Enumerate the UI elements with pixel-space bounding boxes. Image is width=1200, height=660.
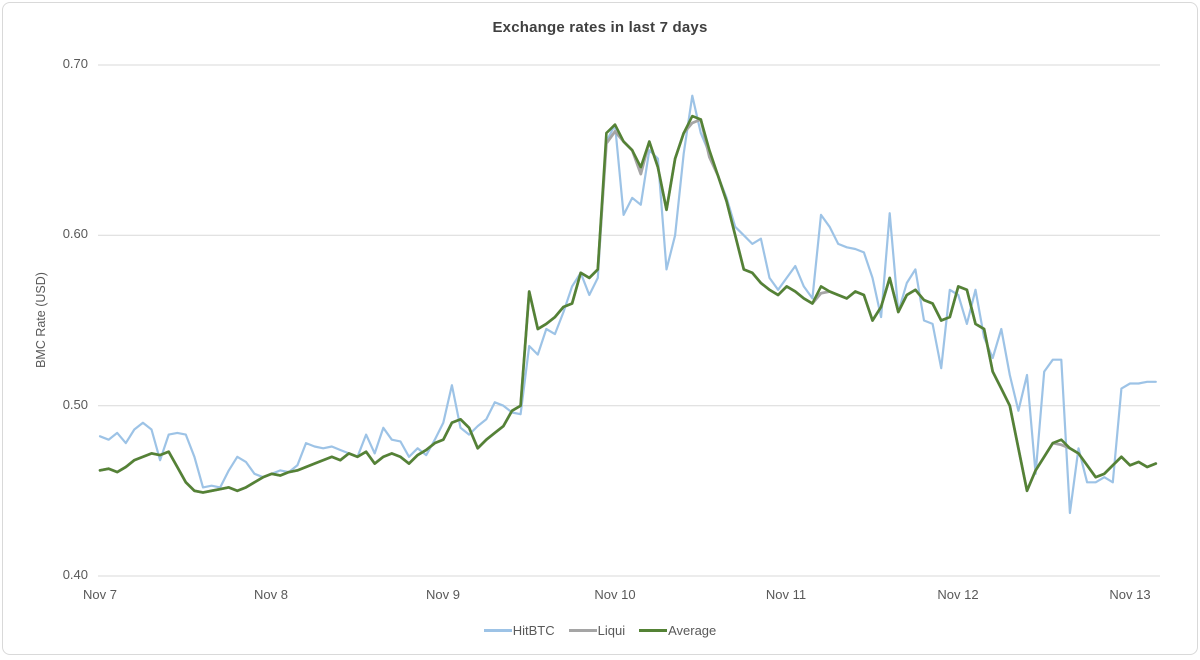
chart-title: Exchange rates in last 7 days [492,19,708,36]
legend-item-liqui: Liqui [568,622,626,638]
y-tick-label: 0.50 [62,397,88,412]
hitbtc-line-swatch-icon [483,628,512,632]
x-tick-label: Nov 12 [937,587,979,602]
legend-label: HitBTC [512,622,555,638]
series-line-average [98,114,1158,494]
y-tick-label: 0.70 [62,56,88,71]
legend-item-hitbtc: HitBTC [483,622,555,638]
legend-label: Liqui [597,622,626,638]
x-tick-label: Nov 9 [426,587,460,602]
series-line-hitbtc [98,94,1157,515]
average-line-swatch-icon [639,628,668,632]
series-line-liqui [98,118,1158,494]
chart-legend: HitBTC Liqui Average [3,621,1197,639]
x-tick-label: Nov 13 [1109,587,1151,602]
x-tick-label: Nov 10 [594,587,636,602]
x-tick-label: Nov 8 [254,587,288,602]
x-tick-label: Nov 7 [83,587,117,602]
plot-area [98,64,1160,577]
legend-label: Average [668,622,717,638]
y-tick-label: 0.40 [62,567,88,582]
liqui-line-swatch-icon [568,628,597,632]
y-axis-title: BMC Rate (USD) [34,272,48,368]
legend-item-average: Average [639,623,716,638]
y-tick-label: 0.60 [62,226,88,241]
x-tick-label: Nov 11 [765,587,807,602]
